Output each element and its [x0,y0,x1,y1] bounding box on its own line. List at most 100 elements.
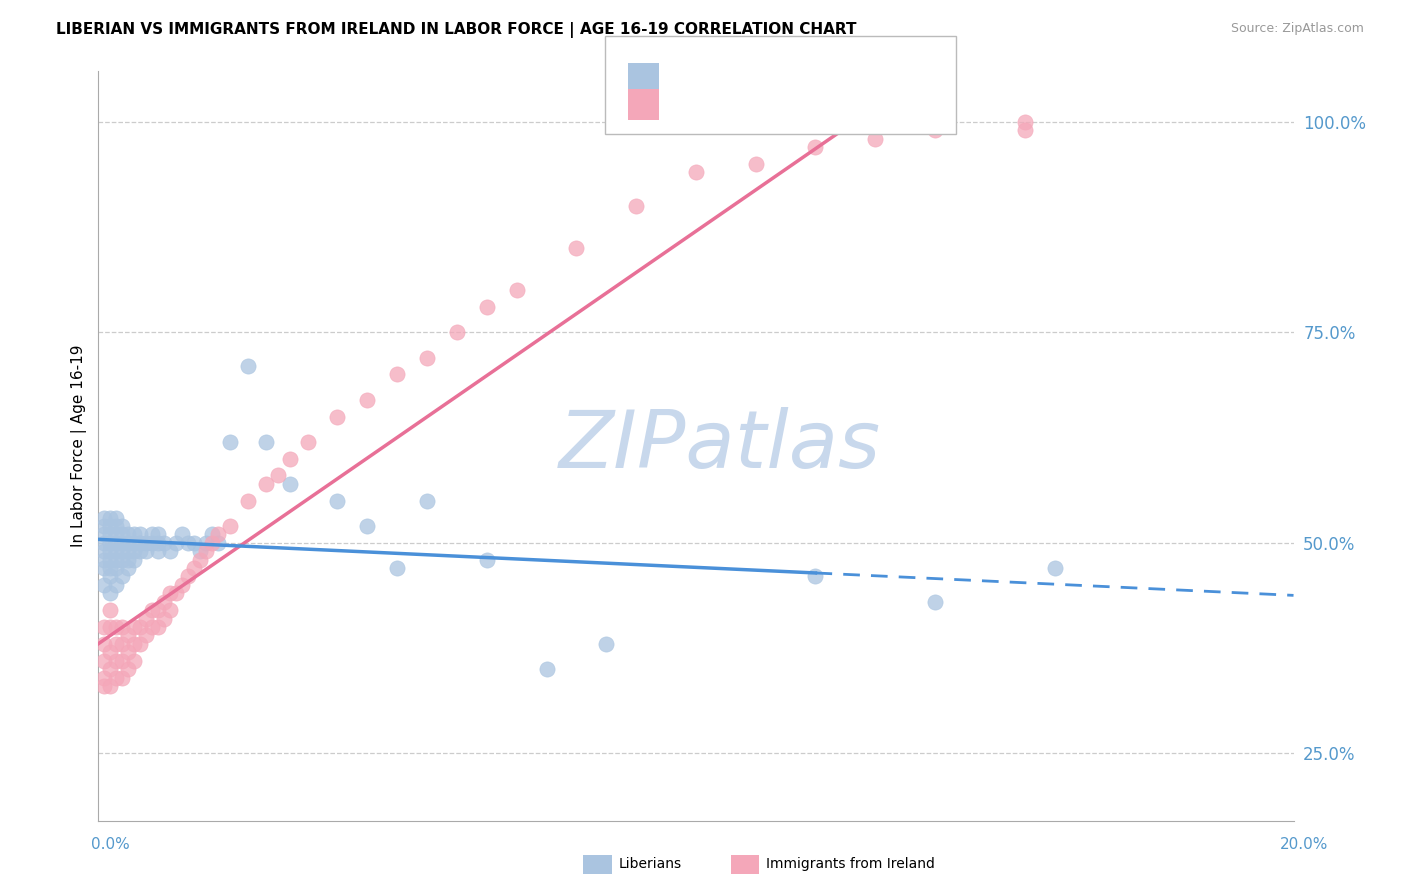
Point [236,493,259,508]
Point [416,351,439,365]
Point [105,527,128,541]
Point [201,536,224,550]
Text: Liberians: Liberians [619,857,682,871]
Point [195,536,218,550]
Point [356,519,378,533]
Point [93,637,115,651]
Point [165,536,187,550]
Point [98,552,122,566]
Point [98,569,122,583]
Point [124,552,146,566]
Point [98,544,122,558]
Point [219,519,242,533]
Point [356,392,378,407]
Point [93,544,115,558]
Point [111,569,134,583]
Text: Source: ZipAtlas.com: Source: ZipAtlas.com [1230,22,1364,36]
Point [93,536,115,550]
Point [165,586,187,600]
Point [148,527,170,541]
Point [385,368,409,382]
Point [111,527,134,541]
Point [98,645,122,659]
Text: 0.0%: 0.0% [91,837,131,852]
Point [148,536,170,550]
Text: Immigrants from Ireland: Immigrants from Ireland [766,857,935,871]
Point [1014,115,1036,129]
Point [135,544,157,558]
Point [188,552,211,566]
Point [117,645,139,659]
Point [111,671,134,685]
Point [111,620,134,634]
Point [93,654,115,668]
Point [105,552,128,566]
Point [475,552,498,566]
Point [865,132,887,146]
Point [93,527,115,541]
Point [105,578,128,592]
Point [177,536,200,550]
Point [98,603,122,617]
Point [135,628,157,642]
Point [117,527,139,541]
Point [117,662,139,676]
Point [111,536,134,550]
Point [153,611,176,625]
Point [159,544,181,558]
Point [278,476,301,491]
Point [195,544,218,558]
Point [105,510,128,524]
Point [105,654,128,668]
Point [93,561,115,575]
Text: R =  0.492   N = 67: R = 0.492 N = 67 [673,102,846,116]
Point [141,603,163,617]
Point [172,527,194,541]
Point [98,620,122,634]
Point [804,569,827,583]
Point [105,536,128,550]
Point [135,536,157,550]
Point [148,603,170,617]
Point [153,595,176,609]
Point [804,140,827,154]
Point [129,527,152,541]
Point [416,493,439,508]
Point [506,283,529,297]
Point [183,536,205,550]
Point [124,544,146,558]
Point [141,527,163,541]
Point [124,637,146,651]
Point [565,241,588,255]
Point [129,544,152,558]
Point [98,536,122,550]
Point [159,586,181,600]
Point [626,199,648,213]
Point [1043,561,1066,575]
Point [98,561,122,575]
Point [98,586,122,600]
Point [111,552,134,566]
Point [475,300,498,314]
Point [326,409,349,424]
Point [153,536,176,550]
Point [219,434,242,449]
Point [124,654,146,668]
Point [111,637,134,651]
Text: LIBERIAN VS IMMIGRANTS FROM IRELAND IN LABOR FORCE | AGE 16-19 CORRELATION CHART: LIBERIAN VS IMMIGRANTS FROM IRELAND IN L… [56,22,856,38]
Point [117,552,139,566]
Point [93,510,115,524]
Point [98,519,122,533]
Point [117,544,139,558]
Point [105,519,128,533]
Point [201,527,224,541]
Point [93,552,115,566]
Point [236,359,259,373]
Point [105,671,128,685]
Point [254,476,277,491]
Point [188,544,211,558]
Point [159,603,181,617]
Point [98,527,122,541]
Point [924,123,946,137]
Point [297,434,319,449]
